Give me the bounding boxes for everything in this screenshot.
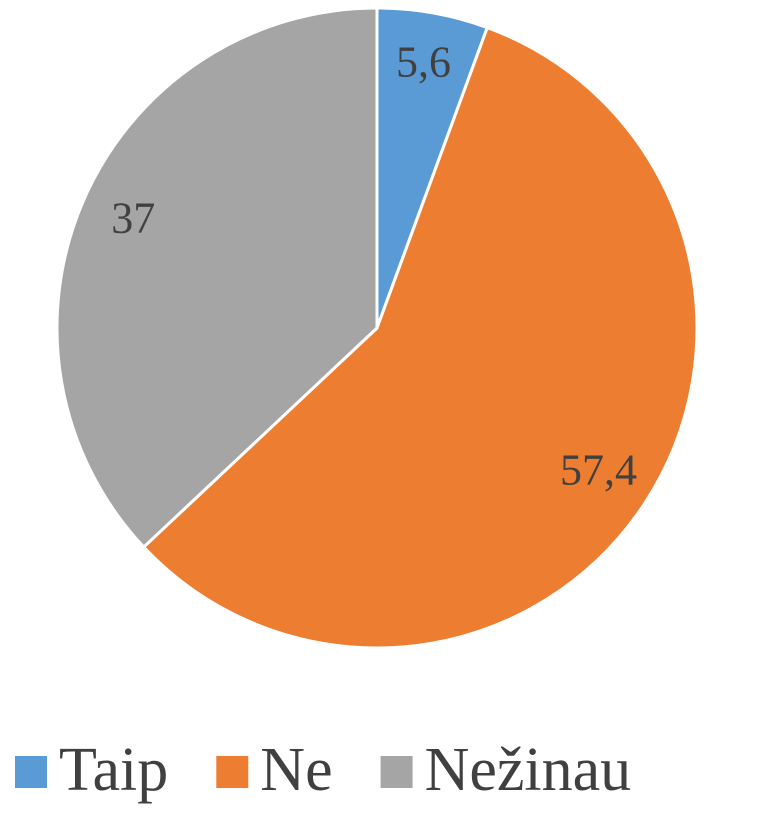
data-label: 57,4 — [560, 446, 637, 495]
pie-slice — [141, 25, 699, 650]
pie-slice — [55, 6, 379, 550]
legend-label: Nežinau — [425, 736, 632, 804]
legend-label: Taip — [59, 736, 168, 804]
legend-swatch — [15, 756, 47, 788]
legend-swatch — [216, 756, 249, 788]
legend-swatch — [380, 756, 413, 788]
data-label: 5,6 — [396, 38, 451, 87]
data-label: 37 — [111, 194, 155, 243]
legend-label: Ne — [260, 736, 332, 804]
